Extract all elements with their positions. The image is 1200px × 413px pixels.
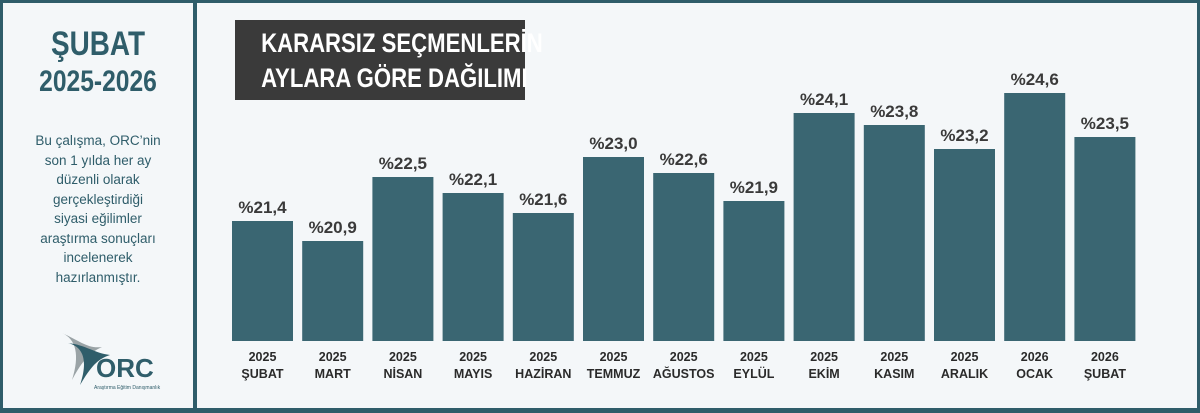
sidebar-title-period: 2025-2026 (39, 65, 157, 98)
description-line: son 1 yılda her ay (44, 152, 152, 168)
bar-value-label: %22,5 (379, 154, 427, 173)
category-year-label: 2025 (670, 350, 698, 364)
bar-value-label: %21,6 (519, 190, 567, 209)
orc-logo: ORC Araştırma Eğitim Danışmanlık (62, 333, 161, 391)
category-month-label: EKİM (808, 366, 839, 381)
bar (1074, 137, 1136, 341)
category-year-label: 2025 (600, 350, 628, 364)
bar (583, 157, 644, 341)
category-month-label: OCAK (1016, 367, 1053, 381)
category-month-label: TEMMUZ (587, 367, 641, 381)
description-line: gerçekleştirdiği (52, 191, 144, 207)
chart-title-line1: KARARSIZ SEÇMENLERİN (261, 28, 543, 58)
category-year-label: 2025 (529, 350, 557, 364)
bar (442, 193, 504, 341)
bar-value-label: %23,0 (589, 134, 637, 153)
orc-logo-mark-icon (68, 343, 110, 385)
category-year-label: 2025 (810, 350, 838, 364)
bar-chart: %21,4 2025 ŞUBAT %20,9 2025 MART %22,5 2025 NİSA… (232, 70, 1136, 381)
chart-panel: KARARSIZ SEÇMENLERİN AYLARA GÖRE DAĞILIM… (197, 3, 1197, 408)
bar-value-label: %23,2 (940, 126, 988, 145)
chart-title-line2: AYLARA GÖRE DAĞILIMI (261, 63, 528, 93)
bar (863, 125, 925, 341)
description-line: araştırma sonuçları (40, 230, 156, 246)
logo-subtext: Araştırma Eğitim Danışmanlık (94, 385, 161, 391)
bar-value-label: %23,8 (870, 102, 918, 121)
bar-value-label: %24,1 (800, 90, 848, 109)
description-line: Bu çalışma, ORC’nin (35, 133, 161, 148)
bar (723, 201, 785, 341)
category-month-label: NİSAN (383, 366, 422, 381)
category-year-label: 2025 (389, 350, 417, 364)
bar (232, 221, 293, 341)
category-year-label: 2025 (951, 350, 979, 364)
category-year-label: 2025 (319, 350, 347, 364)
category-year-label: 2025 (459, 350, 487, 364)
bar-value-label: %21,9 (730, 178, 778, 197)
bar-value-label: %24,6 (1011, 70, 1059, 89)
category-month-label: MAYIS (454, 367, 492, 381)
category-year-label: 2025 (740, 350, 768, 364)
bar-value-label: %21,4 (238, 198, 287, 217)
bar (934, 149, 995, 341)
bar-value-label: %23,5 (1081, 114, 1129, 133)
category-month-label: KASIM (874, 367, 914, 381)
bar (1004, 93, 1066, 341)
description-line: hazırlanmıştır. (55, 269, 141, 285)
category-month-label: ŞUBAT (241, 367, 283, 381)
orc-logo-swoosh-icon (62, 333, 102, 380)
sidebar-description: Bu çalışma, ORC’nin son 1 yılda her ay d… (11, 131, 185, 287)
category-year-label: 2026 (1021, 350, 1049, 364)
bar (372, 177, 434, 341)
category-year-label: 2025 (880, 350, 908, 364)
category-month-label: MART (315, 367, 351, 381)
bar (512, 213, 574, 341)
sidebar-panel: ŞUBAT 2025-2026 Bu çalışma, ORC’nin son … (3, 3, 193, 408)
bar (793, 113, 855, 341)
sidebar-title-month: ŞUBAT (51, 25, 145, 63)
bar-value-label: %20,9 (309, 218, 357, 237)
category-year-label: 2025 (249, 350, 277, 364)
bar (653, 173, 715, 341)
description-line: incelenerek (63, 250, 133, 265)
chart-title-box: KARARSIZ SEÇMENLERİN AYLARA GÖRE DAĞILIM… (235, 20, 543, 100)
category-year-label: 2026 (1091, 350, 1119, 364)
category-month-label: ARALIK (941, 367, 988, 381)
category-month-label: EYLÜL (733, 366, 774, 381)
logo-text: ORC (96, 353, 154, 383)
bar (302, 241, 364, 341)
bar-value-label: %22,1 (449, 170, 497, 189)
description-line: siyasi eğilimler (54, 211, 142, 226)
category-month-label: HAZİRAN (515, 366, 571, 381)
description-line: düzenli olarak (56, 172, 140, 187)
category-month-label: AĞUSTOS (653, 366, 715, 381)
category-month-label: ŞUBAT (1084, 367, 1126, 381)
bar-value-label: %22,6 (660, 150, 708, 169)
